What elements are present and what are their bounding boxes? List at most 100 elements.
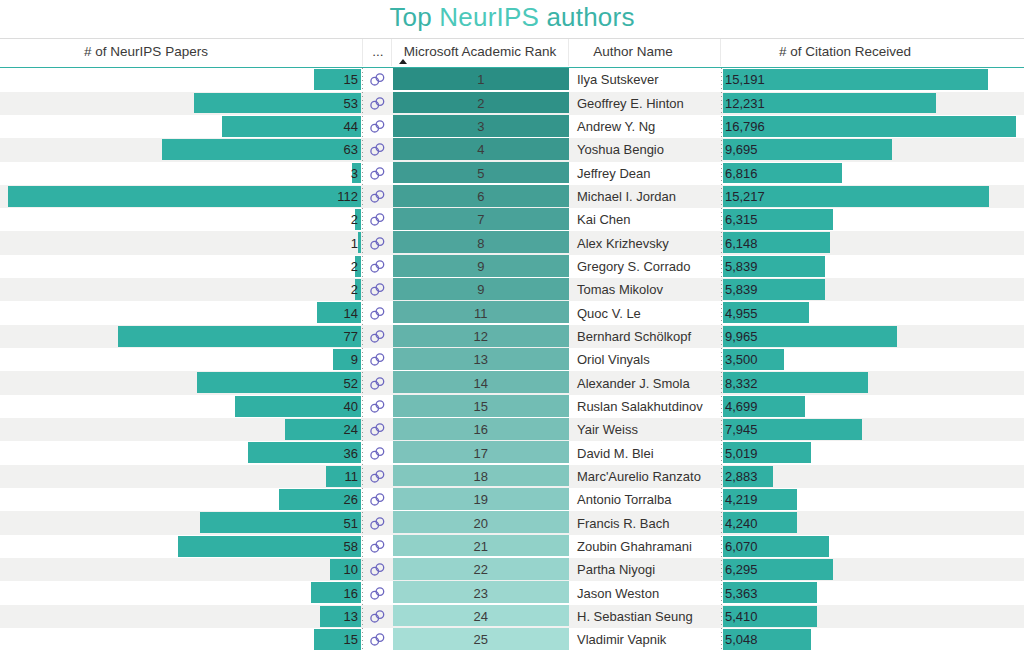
link-icon[interactable] xyxy=(369,119,386,134)
table-row[interactable]: 532Geoffrey E. Hinton12,231 xyxy=(0,92,1024,115)
link-cell[interactable] xyxy=(363,138,391,161)
link-icon[interactable] xyxy=(369,586,386,601)
rank-cell[interactable]: 23 xyxy=(393,581,569,604)
link-cell[interactable] xyxy=(363,162,391,185)
link-cell[interactable] xyxy=(363,535,391,558)
citations-cell[interactable]: 6,295 xyxy=(722,558,1024,581)
link-icon[interactable] xyxy=(369,469,386,484)
link-cell[interactable] xyxy=(363,488,391,511)
table-row[interactable]: 27Kai Chen6,315 xyxy=(0,208,1024,231)
table-row[interactable]: 1126Michael I. Jordan15,217 xyxy=(0,185,1024,208)
table-row[interactable]: 15 25Vladimir Vapnik5,048 xyxy=(0,628,1024,651)
link-cell[interactable] xyxy=(363,325,391,348)
rank-cell[interactable]: 12 xyxy=(393,325,569,348)
rank-cell[interactable]: 2 xyxy=(393,92,569,115)
citations-cell[interactable]: 5,839 xyxy=(722,278,1024,301)
rank-cell[interactable]: 11 xyxy=(393,301,569,324)
author-name[interactable]: Bernhard Schölkopf xyxy=(569,325,720,348)
table-row[interactable]: 5214Alexander J. Smola8,332 xyxy=(0,371,1024,394)
rank-cell[interactable]: 14 xyxy=(393,371,569,394)
link-icon[interactable] xyxy=(369,539,386,554)
rank-cell[interactable]: 18 xyxy=(393,465,569,488)
author-name[interactable]: Kai Chen xyxy=(569,208,720,231)
table-row[interactable]: 2416Yair Weiss7,945 xyxy=(0,418,1024,441)
rank-cell[interactable]: 3 xyxy=(393,115,569,138)
author-name[interactable]: Alex Krizhevsky xyxy=(569,231,720,254)
author-name[interactable]: Andrew Y. Ng xyxy=(569,115,720,138)
table-row[interactable]: 1324H. Sebastian Seung5,410 xyxy=(0,605,1024,628)
author-name[interactable]: Vladimir Vapnik xyxy=(569,628,720,651)
author-name[interactable]: Michael I. Jordan xyxy=(569,185,720,208)
papers-cell[interactable]: 63 xyxy=(0,138,362,161)
link-icon[interactable] xyxy=(369,166,386,181)
papers-cell[interactable]: 9 xyxy=(0,348,362,371)
author-name[interactable]: Geoffrey E. Hinton xyxy=(569,92,720,115)
author-name[interactable]: Alexander J. Smola xyxy=(569,371,720,394)
rank-cell[interactable]: 22 xyxy=(393,558,569,581)
rank-cell[interactable]: 4 xyxy=(393,138,569,161)
table-row[interactable]: 913Oriol Vinyals3,500 xyxy=(0,348,1024,371)
citations-cell[interactable]: 8,332 xyxy=(722,371,1024,394)
rank-cell[interactable]: 25 xyxy=(393,628,569,651)
table-row[interactable]: 18Alex Krizhevsky6,148 xyxy=(0,231,1024,254)
table-row[interactable]: 5120Francis R. Bach4,240 xyxy=(0,511,1024,534)
author-name[interactable]: Zoubin Ghahramani xyxy=(569,535,720,558)
link-icon[interactable] xyxy=(369,72,386,87)
link-icon[interactable] xyxy=(369,632,386,647)
rank-cell[interactable]: 9 xyxy=(393,255,569,278)
papers-cell[interactable]: 15 xyxy=(0,628,362,651)
citations-cell[interactable]: 15,191 xyxy=(722,68,1024,91)
author-name[interactable]: H. Sebastian Seung xyxy=(569,605,720,628)
table-row[interactable]: 1411Quoc V. Le4,955 xyxy=(0,301,1024,324)
link-cell[interactable] xyxy=(363,628,391,651)
link-cell[interactable] xyxy=(363,605,391,628)
rank-cell[interactable]: 1 xyxy=(393,68,569,91)
author-name[interactable]: Quoc V. Le xyxy=(569,301,720,324)
citations-cell[interactable]: 6,070 xyxy=(722,535,1024,558)
link-cell[interactable] xyxy=(363,255,391,278)
table-row[interactable]: 35Jeffrey Dean6,816 xyxy=(0,162,1024,185)
table-row[interactable]: 1623Jason Weston5,363 xyxy=(0,581,1024,604)
citations-cell[interactable]: 5,363 xyxy=(722,581,1024,604)
link-icon[interactable] xyxy=(369,609,386,624)
column-header-author[interactable]: Author Name xyxy=(593,44,673,60)
table-row[interactable]: 3617David M. Blei5,019 xyxy=(0,441,1024,464)
author-name[interactable]: Francis R. Bach xyxy=(569,511,720,534)
papers-cell[interactable]: 112 xyxy=(0,185,362,208)
link-icon[interactable] xyxy=(369,492,386,507)
citations-cell[interactable]: 6,148 xyxy=(722,231,1024,254)
table-row[interactable]: 5821Zoubin Ghahramani6,070 xyxy=(0,535,1024,558)
citations-cell[interactable]: 4,240 xyxy=(722,511,1024,534)
link-cell[interactable] xyxy=(363,231,391,254)
table-row[interactable]: 2619Antonio Torralba4,219 xyxy=(0,488,1024,511)
citations-cell[interactable]: 3,500 xyxy=(722,348,1024,371)
table-row[interactable]: 4015Ruslan Salakhutdinov4,699 xyxy=(0,395,1024,418)
author-name[interactable]: Gregory S. Corrado xyxy=(569,255,720,278)
column-header-link[interactable]: ... xyxy=(372,44,383,60)
rank-cell[interactable]: 5 xyxy=(393,162,569,185)
papers-cell[interactable]: 2 xyxy=(0,255,362,278)
column-header-rank[interactable]: Microsoft Academic Rank xyxy=(404,44,556,60)
rank-cell[interactable]: 7 xyxy=(393,208,569,231)
link-icon[interactable] xyxy=(369,189,386,204)
citations-cell[interactable]: 16,796 xyxy=(722,115,1024,138)
citations-cell[interactable]: 5,410 xyxy=(722,605,1024,628)
papers-cell[interactable]: 44 xyxy=(0,115,362,138)
citations-cell[interactable]: 4,219 xyxy=(722,488,1024,511)
rank-cell[interactable]: 16 xyxy=(393,418,569,441)
link-cell[interactable] xyxy=(363,301,391,324)
rank-cell[interactable]: 17 xyxy=(393,441,569,464)
link-icon[interactable] xyxy=(369,259,386,274)
citations-cell[interactable]: 2,883 xyxy=(722,465,1024,488)
papers-cell[interactable]: 1 xyxy=(0,231,362,254)
link-icon[interactable] xyxy=(369,376,386,391)
citations-cell[interactable]: 5,048 xyxy=(722,628,1024,651)
link-icon[interactable] xyxy=(369,422,386,437)
link-icon[interactable] xyxy=(369,329,386,344)
table-row[interactable]: 29Tomas Mikolov5,839 xyxy=(0,278,1024,301)
citations-cell[interactable]: 6,315 xyxy=(722,208,1024,231)
citations-cell[interactable]: 4,699 xyxy=(722,395,1024,418)
citations-cell[interactable]: 4,955 xyxy=(722,301,1024,324)
link-cell[interactable] xyxy=(363,92,391,115)
rank-cell[interactable]: 9 xyxy=(393,278,569,301)
